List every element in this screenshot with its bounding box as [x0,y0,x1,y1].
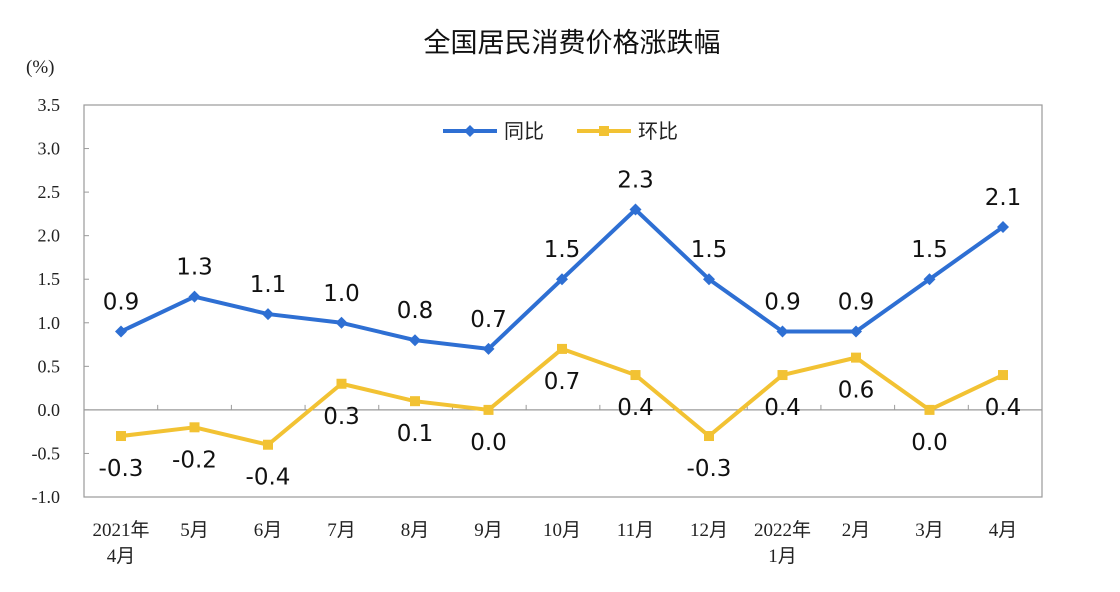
x-tick-label: 5月 [180,520,209,541]
data-label: 0.6 [838,378,875,404]
data-point [262,308,274,321]
y-tick-label: 0.0 [38,400,61,420]
data-label: 0.9 [764,289,801,315]
data-point [410,396,420,407]
x-tick-label: 2022年 1月 [754,519,811,567]
data-point [924,404,935,415]
series-layer: 0.9 1.3 1.1 1.0 0.8 0.7 1.5 2.3 1.5 0.9 0.9 1.5 2.1 -… [99,168,1022,491]
data-label: 2.3 [617,168,654,194]
data-label: 0.0 [911,430,948,456]
data-point [557,343,567,354]
legend: 同比 环比 [443,119,678,143]
x-tick-label: 6月 [254,520,283,541]
y-tick-label: 1.5 [38,269,61,289]
x-tick-label: 8月 [401,520,430,541]
data-point [556,273,568,286]
data-label: 0.0 [470,430,507,456]
x-tick-label: 2021年 4月 [92,519,149,567]
data-point [483,404,494,415]
data-label: 1.5 [691,237,728,263]
data-point [482,342,495,355]
x-tick-label: 2月 [842,520,871,541]
data-label: 0.4 [764,395,801,421]
data-point [189,422,200,433]
data-label: 0.7 [470,307,507,333]
plot-frame [83,104,1043,498]
data-point [409,334,421,347]
data-point [629,203,642,216]
data-label: 1.5 [911,237,948,263]
y-tick-label: 3.0 [38,139,61,159]
data-label: 0.8 [397,298,434,324]
data-point [704,431,714,442]
data-label: 0.4 [617,395,654,421]
y-unit-label: (%) [26,57,54,78]
data-label: 0.9 [103,289,140,315]
data-point [850,325,862,338]
data-point [997,220,1009,233]
y-tick-label: 3.5 [38,95,61,115]
data-label: -0.3 [99,456,144,482]
data-point [703,273,715,286]
data-point [777,370,788,381]
legend-marker [599,126,609,136]
data-label: -0.3 [687,456,732,482]
series-mom: -0.3 -0.2 -0.4 0.3 0.1 0.0 0.7 0.4 -0.3 0.4 0.6 0.0… [99,343,1022,491]
legend-label: 同比 [504,119,544,143]
data-point [115,325,127,338]
data-label: -0.2 [172,447,217,473]
data-label: 1.3 [176,255,213,281]
data-label: 0.3 [323,404,360,430]
x-tick-label: 10月 [543,520,581,541]
data-label: 0.7 [544,369,581,395]
x-tick-label: 4月 [989,520,1018,541]
data-point [776,325,789,338]
chart-title: 全国居民消费价格涨跌幅 [424,28,721,59]
data-label: -0.4 [246,465,291,491]
data-label: 1.1 [250,272,287,298]
data-label: 1.5 [544,237,581,263]
data-point [116,431,126,442]
y-axis: -1.0 -0.5 0.0 0.5 1.0 1.5 2.0 2.5 3.0 3.5 [32,95,89,507]
y-tick-label: -0.5 [32,443,61,463]
y-tick-label: 0.5 [38,356,61,376]
data-point [263,439,273,450]
data-point [336,378,347,389]
data-label: 0.9 [838,289,875,315]
data-point [998,370,1008,381]
x-tick-label: 9月 [474,520,503,541]
x-tick-label: 3月 [915,520,944,541]
y-tick-label: -1.0 [32,487,61,507]
x-tick-label: 11月 [617,520,654,541]
x-tick-label: 7月 [327,520,356,541]
legend-marker [464,125,476,137]
data-label: 1.0 [323,281,360,307]
data-point [335,316,348,329]
data-label: 0.1 [397,421,434,447]
data-point [851,352,861,363]
x-tick-label: 12月 [690,520,728,541]
data-point [923,273,936,286]
x-axis: 2021年 4月 5月 6月 7月 8月 9月 10月 11月 12月 2022年 1月 2月 3月 4月 [83,404,1043,567]
data-label: 2.1 [985,185,1022,211]
series-yoy: 0.9 1.3 1.1 1.0 0.8 0.7 1.5 2.3 1.5 0.9 0.9 1.5 2.1 [103,168,1022,355]
y-tick-label: 2.5 [38,182,61,202]
data-point [630,370,641,381]
data-label: 0.4 [985,395,1022,421]
legend-label: 环比 [638,119,678,143]
y-tick-label: 1.0 [38,313,61,333]
y-tick-label: 2.0 [38,226,61,246]
data-point [188,290,201,303]
